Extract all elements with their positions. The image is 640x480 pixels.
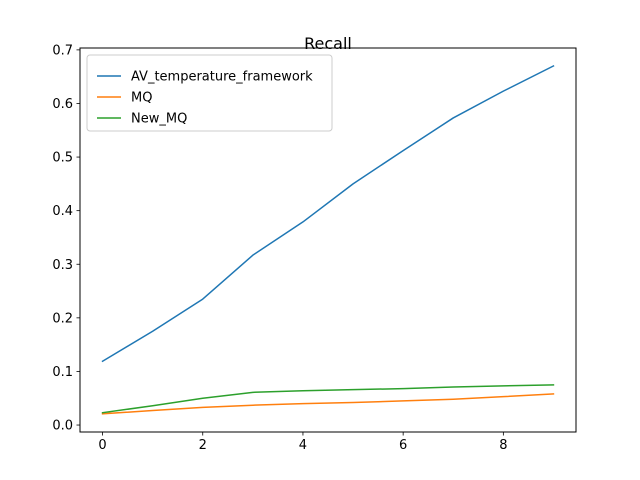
chart-title: Recall [304, 34, 352, 53]
y-tick-label: 0.0 [52, 419, 73, 434]
y-tick-label: 0.1 [52, 365, 73, 380]
x-axis-ticks: 0 2 4 6 8 [98, 432, 507, 453]
y-tick-label: 0.6 [52, 97, 73, 112]
legend-label: New_MQ [131, 112, 187, 127]
series-line-mq [101, 393, 555, 415]
y-tick-label: 0.7 [52, 43, 73, 58]
y-axis-ticks: 0.0 0.1 0.2 0.3 0.4 0.5 0.6 0.7 [52, 43, 80, 434]
x-tick-label: 8 [499, 438, 507, 453]
axes [79, 47, 577, 433]
y-tick-label: 0.3 [52, 258, 73, 273]
y-tick-label: 0.2 [52, 311, 73, 326]
x-tick-label: 2 [199, 438, 207, 453]
legend-label: MQ [131, 91, 152, 106]
x-tick-label: 4 [299, 438, 307, 453]
legend: AV_temperature_framework MQ New_MQ [86, 54, 333, 132]
x-tick-label: 6 [399, 438, 407, 453]
legend-label: AV_temperature_framework [131, 70, 313, 85]
y-tick-label: 0.4 [52, 204, 73, 219]
series-lines [101, 64, 555, 415]
plot-frame [79, 47, 577, 433]
x-tick-label: 0 [98, 438, 106, 453]
legend-box [86, 54, 333, 132]
series-line-new-mq [101, 384, 555, 414]
series-line-av-temperature-framework [101, 64, 555, 363]
y-tick-label: 0.5 [52, 151, 73, 166]
